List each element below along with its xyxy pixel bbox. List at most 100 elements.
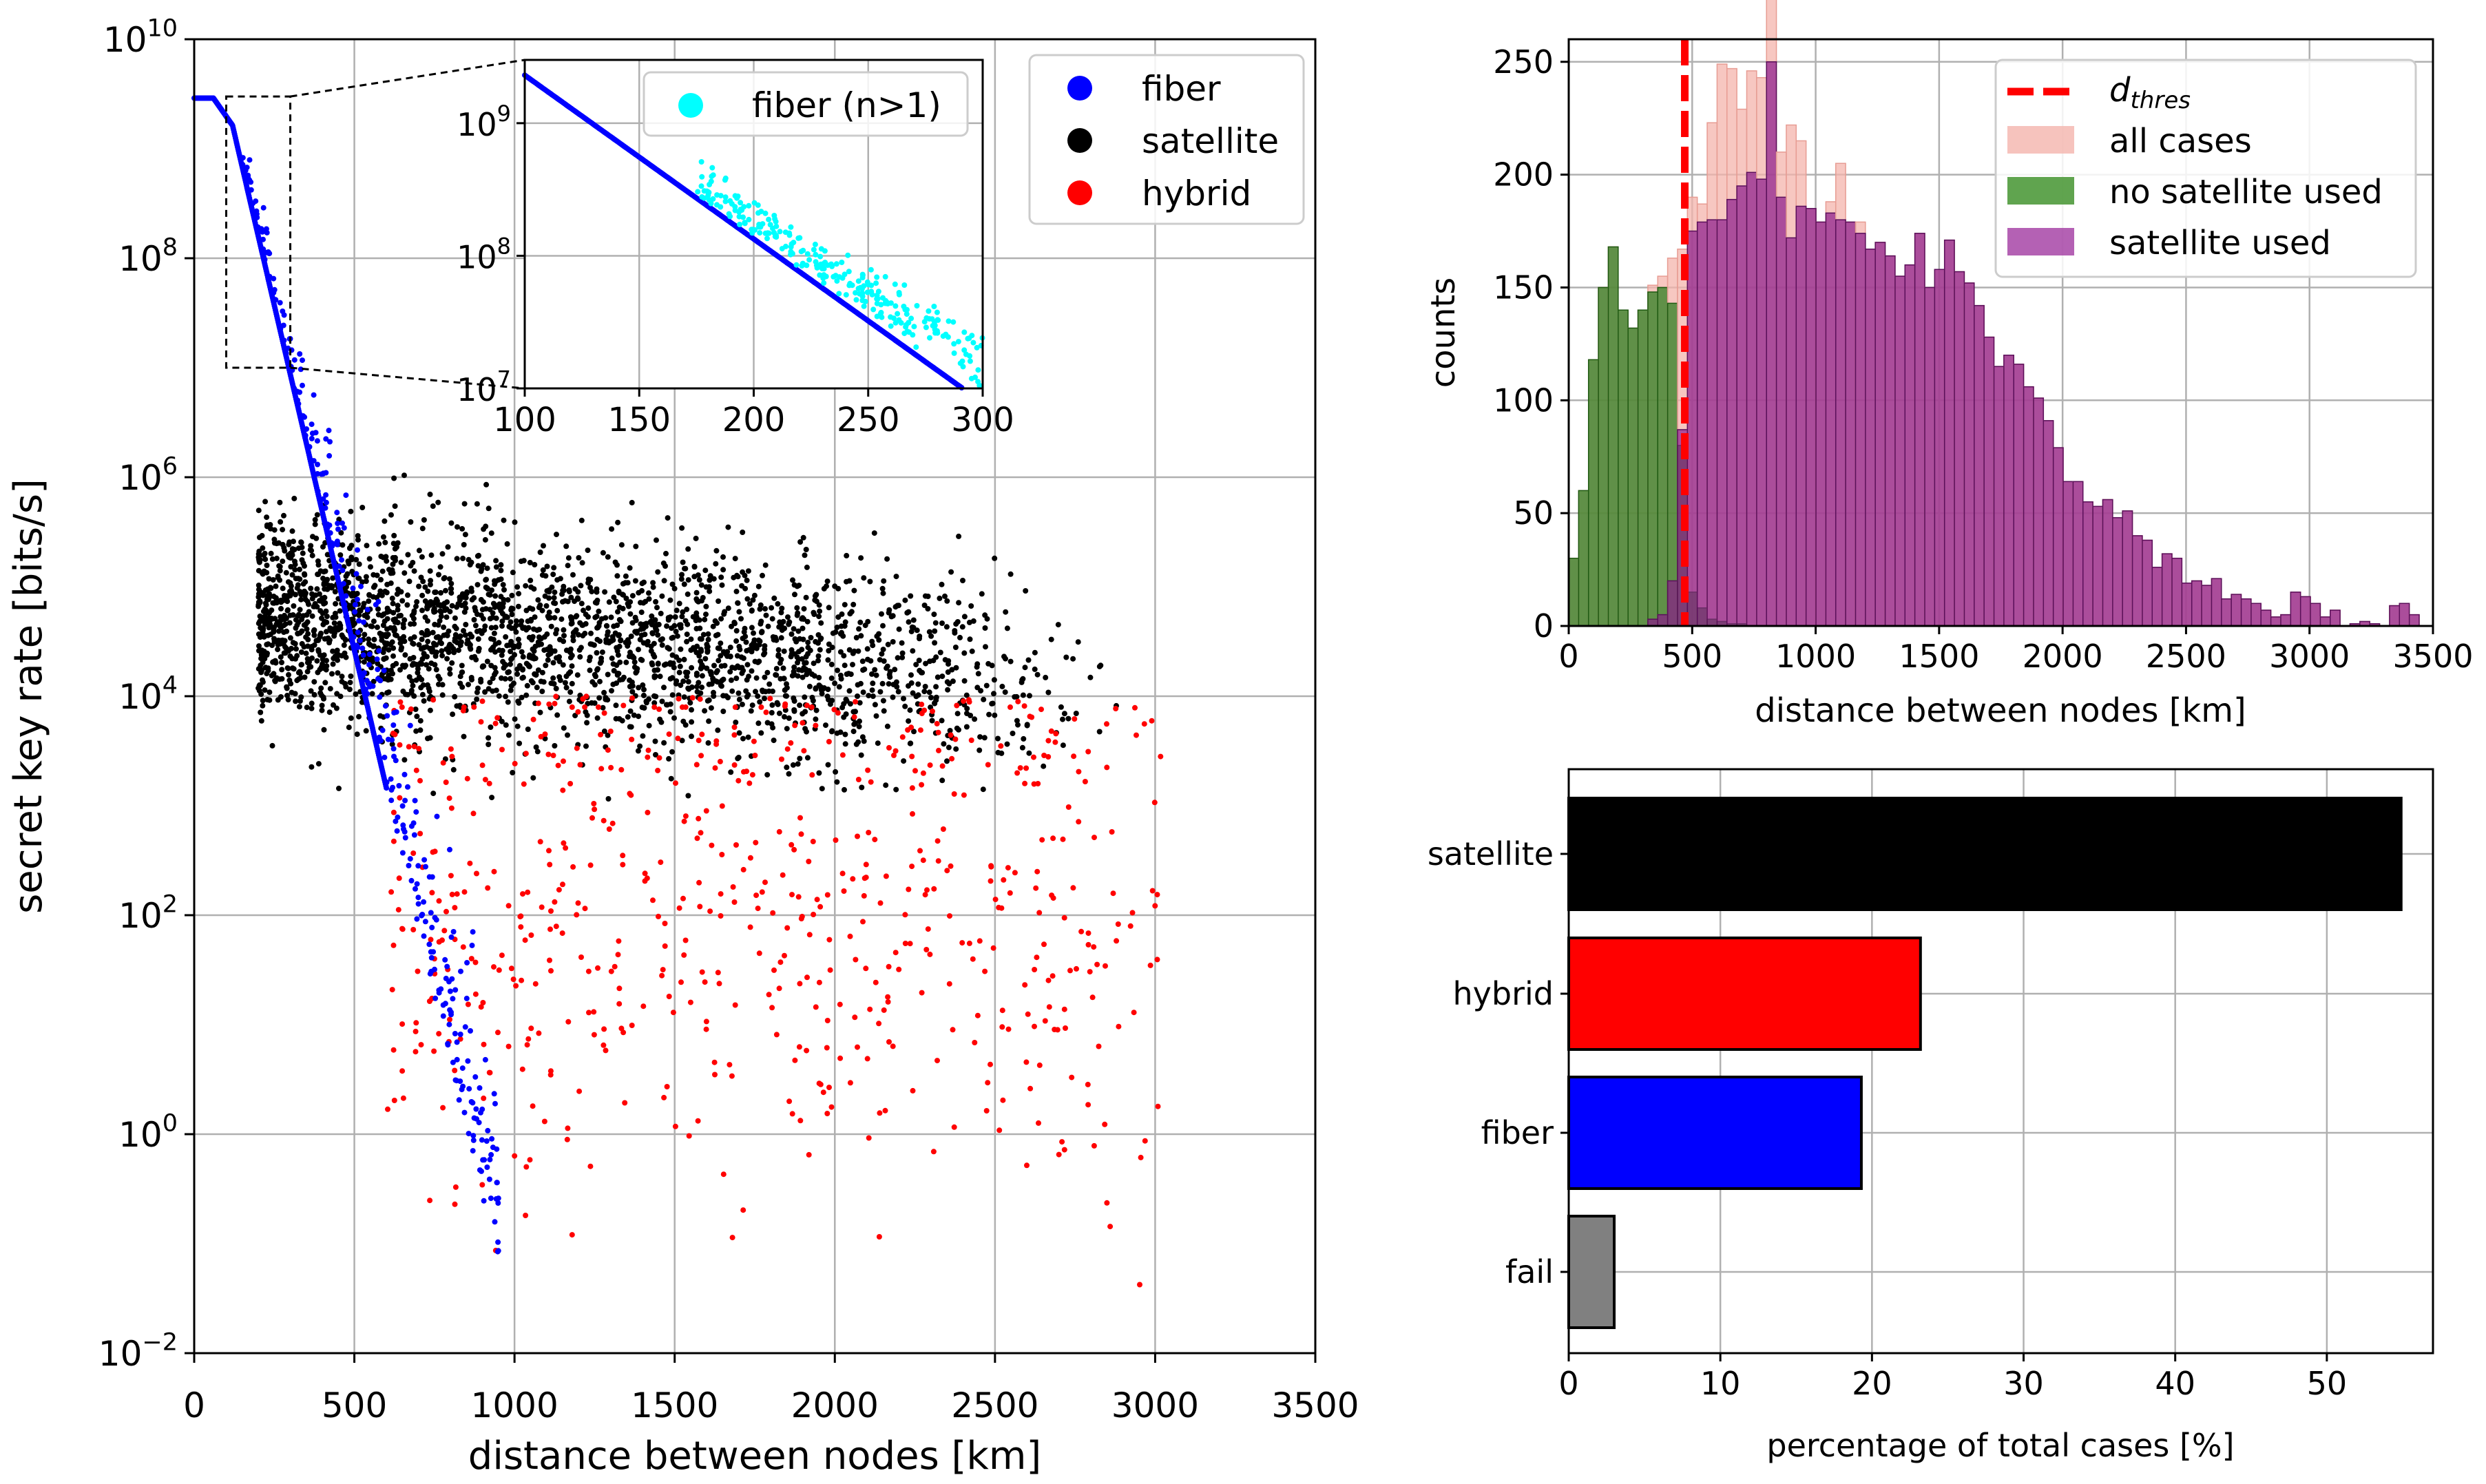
satellite-point — [995, 735, 1001, 742]
fiber-point — [354, 642, 359, 649]
fiber-point — [433, 917, 439, 923]
satellite-point — [584, 720, 590, 726]
hybrid-point — [574, 912, 580, 918]
satellite-point — [711, 693, 717, 699]
inset-fiber-n-point — [950, 319, 957, 325]
satellite-point — [659, 593, 665, 599]
hybrid-point — [523, 1213, 529, 1218]
satellite-point — [355, 533, 361, 539]
satellite-point — [703, 584, 709, 590]
satellite-point — [835, 667, 840, 673]
satellite-point — [414, 599, 420, 605]
satellite-point — [294, 653, 300, 659]
hybrid-point — [508, 965, 514, 972]
satellite-point — [627, 565, 633, 571]
hybrid-point — [494, 715, 501, 721]
satellite-point — [538, 636, 544, 642]
hybrid-point — [575, 709, 581, 715]
satellite-point — [264, 671, 270, 677]
satellite-point — [543, 662, 549, 669]
satellite-used-bar — [2072, 481, 2084, 627]
satellite-point — [278, 654, 284, 660]
satellite-point — [727, 669, 733, 675]
no-satellite-bar — [1568, 557, 1580, 627]
satellite-point — [389, 595, 395, 601]
satellite-point — [654, 537, 659, 543]
satellite-point — [478, 679, 484, 685]
hybrid-point — [940, 826, 946, 832]
satellite-point — [704, 698, 711, 704]
satellite-point — [272, 678, 278, 684]
fiber-point — [434, 813, 440, 819]
hybrid-point — [447, 1016, 452, 1023]
hybrid-point — [771, 967, 777, 973]
satellite-point — [374, 624, 380, 630]
satellite-point — [975, 671, 981, 677]
satellite-point — [260, 677, 265, 683]
inset-fiber-n-point — [961, 329, 968, 335]
satellite-point — [755, 583, 762, 589]
hybrid-point — [753, 892, 760, 899]
satellite-point — [510, 770, 516, 775]
fiber-point — [494, 1180, 500, 1186]
hybrid-point — [703, 1018, 709, 1025]
hybrid-point — [824, 1045, 830, 1051]
inset-fiber-n-point — [836, 291, 842, 297]
hybrid-point — [712, 1072, 718, 1078]
satellite-point — [645, 638, 651, 645]
satellite-point — [742, 585, 749, 592]
hybrid-point — [696, 879, 702, 886]
satellite-point — [895, 655, 901, 661]
satellite-point — [693, 649, 700, 656]
hybrid-point — [615, 952, 621, 958]
satellite-point — [569, 680, 575, 687]
hybrid-point — [780, 872, 786, 878]
hybrid-point — [495, 1030, 501, 1036]
fiber-point — [362, 670, 367, 676]
inset-fiber-n-point — [772, 233, 778, 240]
satellite-point — [779, 605, 785, 612]
satellite-point — [508, 687, 514, 693]
satellite-point — [504, 541, 510, 547]
fiber-point — [489, 1136, 495, 1142]
legend-satellite-label: satellite — [1142, 121, 1279, 161]
hybrid-point — [867, 1006, 873, 1012]
satellite-point — [283, 569, 289, 576]
satellite-point — [669, 675, 676, 681]
fiber-point — [352, 602, 358, 608]
satellite-point — [417, 727, 424, 733]
satellite-used-bar — [1706, 219, 1718, 627]
hybrid-point — [689, 695, 696, 701]
inset-fiber-n-point — [811, 247, 817, 253]
satellite-point — [527, 560, 533, 565]
hybrid-point — [1072, 716, 1078, 722]
satellite-point — [808, 635, 814, 640]
satellite-point — [963, 692, 970, 698]
inset-y-tick-label: 107 — [457, 366, 511, 408]
satellite-point — [448, 581, 455, 587]
satellite-point — [636, 713, 642, 720]
satellite-point — [368, 564, 373, 570]
satellite-point — [850, 729, 857, 735]
fiber-point — [414, 916, 420, 922]
satellite-point — [463, 622, 469, 627]
satellite-point — [430, 791, 437, 797]
satellite-point — [910, 648, 916, 654]
legend-fiber-n-marker — [678, 93, 703, 118]
satellite-point — [784, 726, 790, 732]
satellite-point — [448, 586, 455, 592]
fiber-point — [388, 776, 394, 782]
histogram-y-tick-label: 0 — [1534, 607, 1554, 645]
satellite-point — [881, 658, 887, 664]
satellite-point — [390, 662, 396, 669]
satellite-point — [581, 607, 586, 614]
satellite-point — [974, 664, 980, 670]
satellite-point — [904, 609, 910, 616]
hybrid-point — [406, 744, 412, 750]
inset-fiber-n-point — [777, 229, 783, 235]
satellite-point — [740, 636, 746, 642]
histogram-x-ticks: 0 500 1000 1500 2000 2500 3000 3500 — [1558, 626, 2474, 675]
satellite-point — [916, 658, 922, 663]
satellite-used-bar — [1686, 230, 1698, 627]
